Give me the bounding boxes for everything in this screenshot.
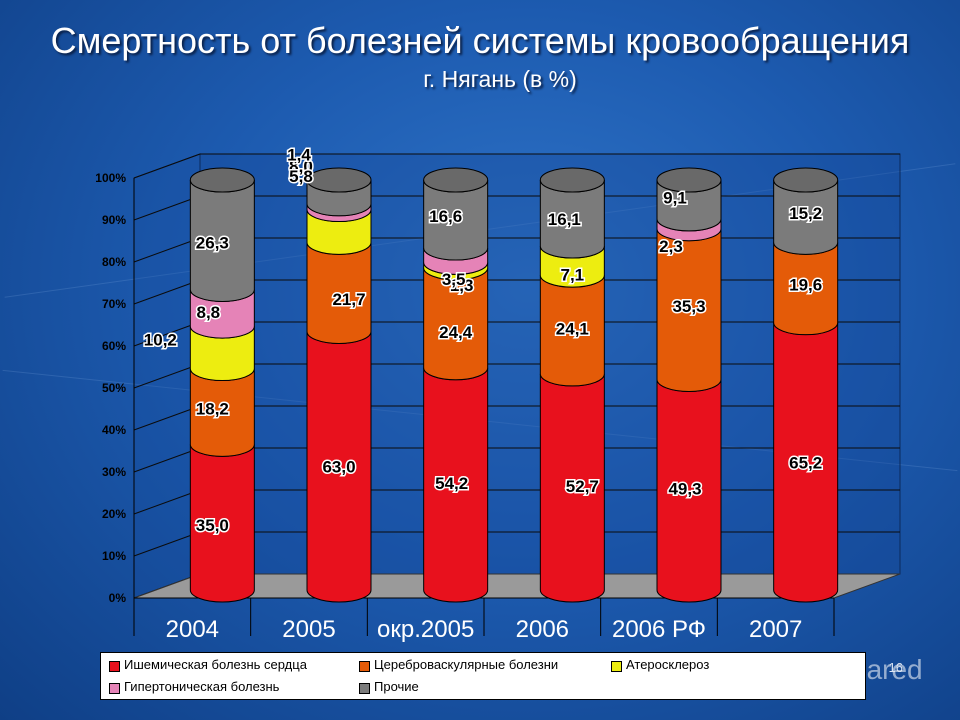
data-label: 24,1 bbox=[556, 320, 589, 339]
x-tick-label: окр.2005 bbox=[377, 616, 474, 643]
x-tick-label: 2005 bbox=[282, 616, 335, 643]
y-tick-label: 90% bbox=[102, 213, 126, 227]
data-label: 26,3 bbox=[196, 234, 229, 253]
gridline-side bbox=[133, 363, 201, 389]
data-label: 16,6 bbox=[429, 207, 462, 226]
page-number: 16 bbox=[888, 660, 903, 675]
legend-label: Гипертоническая болезнь bbox=[124, 679, 280, 694]
legend-label: Ишемическая болезнь сердца bbox=[124, 657, 307, 672]
data-label: 10,2 bbox=[144, 330, 177, 349]
gridline-side bbox=[133, 489, 201, 515]
watermark-logo: MyShared bbox=[795, 654, 923, 685]
y-tick-label: 20% bbox=[102, 507, 126, 521]
y-tick-label: 100% bbox=[95, 171, 126, 185]
data-label: 1,3 bbox=[450, 276, 474, 295]
gridline-side bbox=[133, 237, 201, 263]
legend-label: Прочие bbox=[374, 679, 419, 694]
y-tick-label: 60% bbox=[102, 339, 126, 353]
y-tick-label: 50% bbox=[102, 381, 126, 395]
gridline-side bbox=[133, 405, 201, 431]
gridline-side bbox=[133, 531, 201, 557]
data-label: 18,2 bbox=[196, 399, 229, 418]
x-tick-label: 2007 bbox=[749, 616, 802, 643]
y-tick-label: 80% bbox=[102, 255, 126, 269]
x-tick-label: 2004 bbox=[166, 616, 219, 643]
data-label: 63,0 bbox=[322, 458, 355, 477]
data-label: 65,2 bbox=[789, 453, 822, 472]
gridline-side bbox=[133, 195, 201, 221]
data-label: 9,1 bbox=[663, 188, 687, 207]
y-tick-label: 70% bbox=[102, 297, 126, 311]
legend-label: Атеросклероз bbox=[626, 657, 710, 672]
data-label: 3,5 bbox=[442, 270, 466, 289]
legend-label: Цереброваскулярные болезни bbox=[374, 657, 559, 672]
x-tick-label: 2006 bbox=[516, 616, 569, 643]
data-label: 15,2 bbox=[789, 204, 822, 223]
data-label: 35,3 bbox=[672, 297, 705, 316]
legend-swatch bbox=[109, 661, 120, 672]
data-label: 8,0 bbox=[289, 157, 313, 176]
gridline-side bbox=[133, 153, 201, 179]
data-label: 8,8 bbox=[197, 303, 221, 322]
data-label: 1,4 bbox=[287, 146, 311, 165]
data-label: 2,3 bbox=[659, 237, 683, 256]
y-tick-label: 10% bbox=[102, 549, 126, 563]
bar-top-cap bbox=[189, 167, 255, 193]
chart-title: Смертность от болезней системы кровообра… bbox=[50, 20, 910, 61]
data-label: 16,1 bbox=[548, 210, 581, 229]
data-label: 21,7 bbox=[332, 290, 365, 309]
legend-swatch bbox=[359, 661, 370, 672]
chart-subtitle: г. Нягань (в %) bbox=[423, 66, 577, 92]
gridline-side bbox=[133, 279, 201, 305]
gridline-side bbox=[133, 321, 201, 347]
data-label: 35,0 bbox=[196, 516, 229, 535]
bar-top-cap bbox=[539, 167, 605, 193]
y-tick-label: 40% bbox=[102, 423, 126, 437]
data-label: 49,3 bbox=[668, 480, 701, 499]
chart-legend: Ишемическая болезнь сердца Цереброваскуля… bbox=[100, 652, 866, 700]
legend-swatch bbox=[109, 683, 120, 694]
data-label: 19,6 bbox=[789, 276, 822, 295]
x-tick-label: 2006 РФ bbox=[612, 616, 706, 643]
data-label: 7,1 bbox=[561, 266, 585, 285]
bar-top-cap bbox=[773, 167, 839, 193]
data-label: 5,8 bbox=[289, 167, 313, 186]
bar-top-cap bbox=[656, 167, 722, 193]
legend-swatch bbox=[611, 661, 622, 672]
gridline-side bbox=[133, 447, 201, 473]
data-label: 54,2 bbox=[435, 474, 468, 493]
y-tick-label: 0% bbox=[109, 591, 127, 605]
bar-top-cap bbox=[423, 167, 489, 193]
data-label: 52,7 bbox=[566, 477, 599, 496]
data-label: 24,4 bbox=[439, 323, 473, 342]
legend-swatch bbox=[359, 683, 370, 694]
y-tick-label: 30% bbox=[102, 465, 126, 479]
bar-top-cap bbox=[306, 167, 372, 193]
